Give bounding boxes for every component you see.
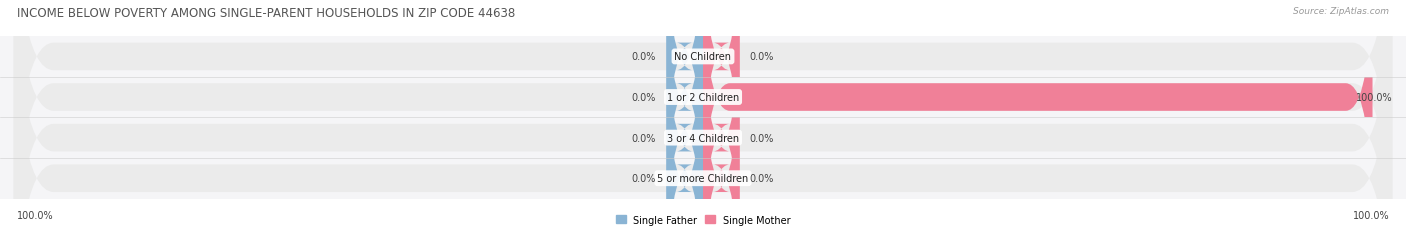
- FancyBboxPatch shape: [14, 0, 1392, 231]
- Text: 0.0%: 0.0%: [749, 133, 775, 143]
- Text: 3 or 4 Children: 3 or 4 Children: [666, 133, 740, 143]
- Text: 0.0%: 0.0%: [749, 173, 775, 183]
- FancyBboxPatch shape: [703, 0, 740, 205]
- FancyBboxPatch shape: [703, 30, 740, 231]
- Text: 100.0%: 100.0%: [17, 210, 53, 220]
- FancyBboxPatch shape: [14, 0, 1392, 231]
- Text: No Children: No Children: [675, 52, 731, 62]
- Text: 0.0%: 0.0%: [631, 173, 657, 183]
- Text: 100.0%: 100.0%: [1355, 93, 1392, 103]
- Text: 0.0%: 0.0%: [631, 93, 657, 103]
- Text: 0.0%: 0.0%: [631, 52, 657, 62]
- FancyBboxPatch shape: [666, 0, 703, 231]
- Text: Source: ZipAtlas.com: Source: ZipAtlas.com: [1294, 7, 1389, 16]
- Legend: Single Father, Single Mother: Single Father, Single Mother: [616, 215, 790, 225]
- FancyBboxPatch shape: [703, 0, 740, 231]
- Text: 1 or 2 Children: 1 or 2 Children: [666, 93, 740, 103]
- Text: 0.0%: 0.0%: [631, 133, 657, 143]
- FancyBboxPatch shape: [666, 30, 703, 231]
- Text: INCOME BELOW POVERTY AMONG SINGLE-PARENT HOUSEHOLDS IN ZIP CODE 44638: INCOME BELOW POVERTY AMONG SINGLE-PARENT…: [17, 7, 515, 20]
- Text: 0.0%: 0.0%: [749, 52, 775, 62]
- FancyBboxPatch shape: [666, 0, 703, 205]
- FancyBboxPatch shape: [14, 0, 1392, 231]
- FancyBboxPatch shape: [14, 0, 1392, 231]
- FancyBboxPatch shape: [666, 0, 703, 231]
- Text: 5 or more Children: 5 or more Children: [658, 173, 748, 183]
- Text: 100.0%: 100.0%: [1353, 210, 1389, 220]
- FancyBboxPatch shape: [703, 0, 1372, 231]
